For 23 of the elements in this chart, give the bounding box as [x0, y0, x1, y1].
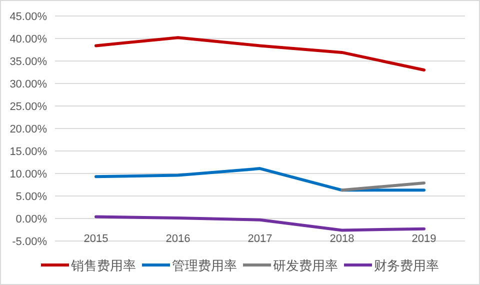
- y-tick-label: 5.00%: [16, 191, 48, 203]
- y-tick-label: 30.00%: [10, 78, 48, 90]
- y-tick-label: -5.00%: [12, 236, 48, 248]
- x-tick-label: 2019: [412, 233, 436, 245]
- y-tick-label: 25.00%: [10, 101, 48, 113]
- legend-label: 财务费用率: [374, 258, 439, 273]
- x-tick-label: 2018: [330, 233, 354, 245]
- y-tick-label: 40.00%: [10, 34, 48, 46]
- line-series: [94, 36, 426, 72]
- line-series: [94, 215, 426, 232]
- legend-label: 销售费用率: [70, 258, 136, 273]
- legend-label: 研发费用率: [273, 258, 338, 273]
- y-tick-label: 35.00%: [10, 56, 48, 68]
- x-tick-label: 2016: [166, 233, 190, 245]
- line-series: [94, 167, 426, 192]
- y-tick-label: 0.00%: [16, 214, 48, 226]
- legend-label: 管理费用率: [172, 258, 237, 273]
- y-tick-label: 20.00%: [10, 124, 48, 136]
- x-tick-label: 2015: [84, 233, 108, 245]
- y-tick-label: 15.00%: [10, 146, 48, 158]
- y-tick-label: 10.00%: [10, 168, 48, 180]
- y-tick-label: 45.00%: [10, 11, 48, 23]
- x-tick-label: 2017: [248, 233, 272, 245]
